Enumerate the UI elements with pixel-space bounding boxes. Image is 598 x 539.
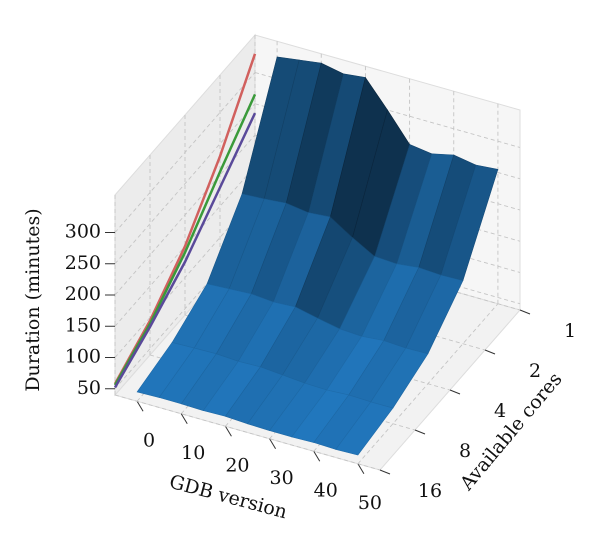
- y-tick: [484, 349, 496, 355]
- y-tick-label: 2: [529, 360, 541, 382]
- x-tick: [269, 438, 277, 450]
- surface-patch: [335, 401, 394, 456]
- x-tick-label: 20: [225, 454, 249, 476]
- x-tick: [180, 413, 188, 425]
- z-tick-label: 250: [65, 252, 101, 274]
- side-line: [113, 93, 257, 386]
- y-tick-label: 8: [459, 440, 471, 462]
- grid-line: [114, 394, 381, 471]
- y-tick: [519, 309, 531, 315]
- z-tick-label: 50: [77, 377, 101, 399]
- z-tick-label: 100: [65, 346, 101, 368]
- y-tick: [449, 389, 461, 395]
- grid-line: [114, 72, 256, 233]
- x-tick: [313, 450, 321, 462]
- y-tick: [414, 429, 426, 435]
- z-tick-label: 150: [65, 314, 101, 336]
- x-tick-label: 50: [358, 492, 382, 514]
- z-axis-title: Duration (minutes): [22, 208, 44, 391]
- x-tick-label: 10: [181, 442, 205, 464]
- grid-line: [114, 103, 256, 265]
- y-tick-label: 4: [494, 400, 506, 422]
- x-tick: [136, 400, 144, 412]
- x-tick-label: 0: [143, 429, 155, 451]
- side-line: [113, 53, 257, 385]
- x-tick: [224, 425, 232, 437]
- y-tick: [379, 469, 391, 475]
- z-tick-label: 200: [65, 283, 101, 305]
- z-tick-label: 300: [65, 221, 101, 243]
- side-line: [113, 112, 257, 389]
- x-tick-label: 30: [269, 467, 293, 489]
- y-axis-title: Available cores: [455, 368, 566, 495]
- x-tick: [357, 463, 365, 475]
- x-tick-label: 40: [314, 479, 338, 501]
- y-tick-label: 16: [418, 480, 442, 502]
- y-tick-label: 1: [564, 320, 576, 342]
